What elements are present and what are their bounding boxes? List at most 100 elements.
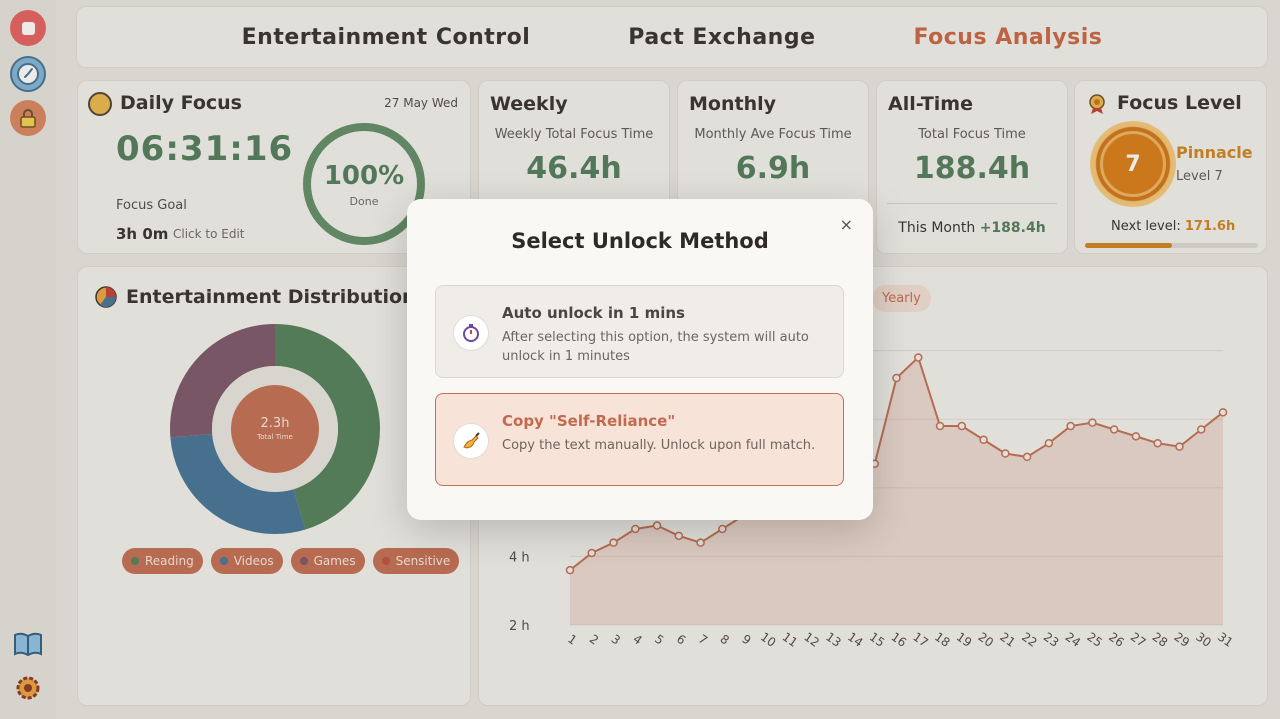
stopwatch-icon bbox=[453, 315, 489, 351]
weekly-label: Weekly Total Focus Time bbox=[494, 127, 654, 142]
slice-videos[interactable] bbox=[170, 324, 380, 534]
divider bbox=[887, 203, 1057, 204]
option-copy-text-desc: Copy the text manually. Unlock upon full… bbox=[502, 438, 816, 453]
data-point[interactable] bbox=[1196, 425, 1206, 434]
option-copy-text-title: Copy "Self-Reliance" bbox=[502, 412, 676, 430]
this-month-label: This Month bbox=[898, 220, 976, 236]
option-auto-unlock-title: Auto unlock in 1 mins bbox=[502, 304, 685, 322]
distribution-legend: Reading Videos Games Sensitive bbox=[122, 548, 460, 574]
data-point[interactable] bbox=[1066, 421, 1075, 431]
distribution-title: Entertainment Distribution bbox=[126, 286, 416, 308]
data-point[interactable] bbox=[1175, 442, 1184, 451]
tab-focus-analysis[interactable]: Focus Analysis bbox=[913, 24, 1103, 50]
lock-button[interactable] bbox=[10, 100, 46, 136]
tab-pact-exchange[interactable]: Pact Exchange bbox=[628, 24, 816, 50]
legend-games-label: Games bbox=[313, 554, 356, 568]
progress-ring: 100% Done bbox=[303, 123, 425, 245]
center-label: Total Time bbox=[256, 433, 293, 441]
legend-videos[interactable]: Videos bbox=[210, 548, 283, 574]
data-point[interactable] bbox=[892, 373, 901, 383]
focus-goal-value[interactable]: 3h 0m bbox=[116, 225, 169, 243]
level-badge: 7 bbox=[1090, 121, 1176, 207]
data-point[interactable] bbox=[1218, 408, 1228, 417]
data-point[interactable] bbox=[609, 538, 618, 547]
progress-label: Done bbox=[349, 194, 379, 208]
book-button[interactable] bbox=[12, 628, 44, 660]
clock-icon bbox=[17, 63, 39, 85]
y-tick-label: 2 h bbox=[509, 619, 530, 634]
focus-goal-edit-hint[interactable]: Click to Edit bbox=[173, 227, 245, 241]
legend-sensitive[interactable]: Sensitive bbox=[372, 548, 460, 574]
pie-chart-icon bbox=[95, 286, 117, 308]
entertainment-distribution-card: Entertainment Distribution 2.3h Total Ti… bbox=[77, 266, 471, 706]
data-point[interactable] bbox=[696, 538, 705, 547]
next-level-value: 171.6h bbox=[1184, 219, 1236, 234]
data-point[interactable] bbox=[979, 435, 988, 445]
data-point[interactable] bbox=[1131, 432, 1141, 441]
top-navigation: Entertainment Control Pact Exchange Focu… bbox=[76, 6, 1268, 68]
writing-hand-icon bbox=[453, 423, 489, 459]
this-month-stat: This Month +188.4h bbox=[877, 220, 1067, 236]
tab-entertainment-control[interactable]: Entertainment Control bbox=[241, 24, 531, 50]
alltime-card: All-Time Total Focus Time 188.4h This Mo… bbox=[876, 80, 1068, 254]
unlock-method-dialog: Select Unlock Method × Auto unlock in 1 … bbox=[407, 199, 873, 520]
daily-focus-card: Daily Focus 27 May Wed 06:31:16 Focus Go… bbox=[77, 80, 471, 254]
daily-focus-title: Daily Focus bbox=[120, 92, 242, 114]
monthly-label: Monthly Ave Focus Time bbox=[694, 127, 852, 142]
level-rank: Pinnacle bbox=[1176, 143, 1253, 162]
data-point[interactable] bbox=[935, 421, 945, 431]
close-icon[interactable]: × bbox=[839, 215, 853, 234]
option-auto-unlock[interactable]: Auto unlock in 1 mins After selecting th… bbox=[435, 285, 844, 378]
alltime-label: Total Focus Time bbox=[918, 127, 1026, 142]
data-point[interactable] bbox=[957, 421, 967, 431]
next-level: Next level: 171.6h bbox=[1111, 219, 1235, 234]
alltime-title: All-Time bbox=[888, 93, 973, 115]
donut-chart: 2.3h Total Time bbox=[170, 324, 380, 534]
progress-percent: 100% bbox=[323, 160, 405, 191]
data-point[interactable] bbox=[565, 565, 575, 575]
data-point[interactable] bbox=[1022, 452, 1032, 462]
yearly-toggle[interactable]: Yearly bbox=[872, 285, 931, 312]
alltime-value: 188.4h bbox=[913, 151, 1031, 186]
data-point[interactable] bbox=[718, 524, 727, 534]
stop-icon bbox=[21, 21, 35, 35]
next-level-label: Next level: bbox=[1111, 219, 1181, 234]
stop-button[interactable] bbox=[10, 10, 46, 46]
clock-button[interactable] bbox=[10, 56, 46, 92]
weekly-title: Weekly bbox=[490, 93, 568, 115]
monthly-title: Monthly bbox=[689, 93, 776, 115]
monthly-value: 6.9h bbox=[735, 151, 811, 186]
data-point[interactable] bbox=[1001, 449, 1010, 458]
slice-games[interactable] bbox=[170, 324, 380, 534]
weekly-value: 46.4h bbox=[526, 151, 622, 186]
donut-center bbox=[231, 385, 319, 473]
daily-focus-timer: 06:31:16 bbox=[116, 129, 294, 169]
legend-reading[interactable]: Reading bbox=[122, 548, 203, 574]
data-point[interactable] bbox=[1109, 425, 1119, 434]
data-point[interactable] bbox=[1044, 438, 1054, 448]
center-value: 2.3h bbox=[261, 416, 290, 431]
legend-reading-label: Reading bbox=[145, 554, 194, 568]
medal-icon bbox=[1089, 94, 1105, 114]
option-copy-text[interactable]: Copy "Self-Reliance" Copy the text manua… bbox=[435, 393, 844, 486]
data-point[interactable] bbox=[1088, 418, 1097, 427]
data-point[interactable] bbox=[631, 524, 640, 534]
settings-button[interactable] bbox=[12, 672, 44, 704]
data-point[interactable] bbox=[652, 521, 662, 530]
legend-games[interactable]: Games bbox=[290, 548, 365, 574]
focus-goal-label: Focus Goal bbox=[116, 198, 187, 213]
level-number: 7 bbox=[1100, 131, 1166, 197]
clock-icon bbox=[88, 92, 112, 116]
games-dot bbox=[299, 557, 308, 565]
lock-icon bbox=[20, 109, 36, 128]
daily-date: 27 May Wed bbox=[384, 96, 458, 110]
data-point[interactable] bbox=[1153, 438, 1162, 448]
data-point[interactable] bbox=[587, 548, 597, 558]
level-progress-bar bbox=[1085, 243, 1258, 248]
sensitive-dot bbox=[381, 557, 390, 565]
data-point[interactable] bbox=[674, 531, 684, 541]
option-auto-unlock-desc: After selecting this option, the system … bbox=[502, 330, 809, 364]
level-progress-fill bbox=[1085, 243, 1172, 248]
legend-videos-label: Videos bbox=[233, 554, 274, 568]
data-point[interactable] bbox=[914, 353, 923, 362]
